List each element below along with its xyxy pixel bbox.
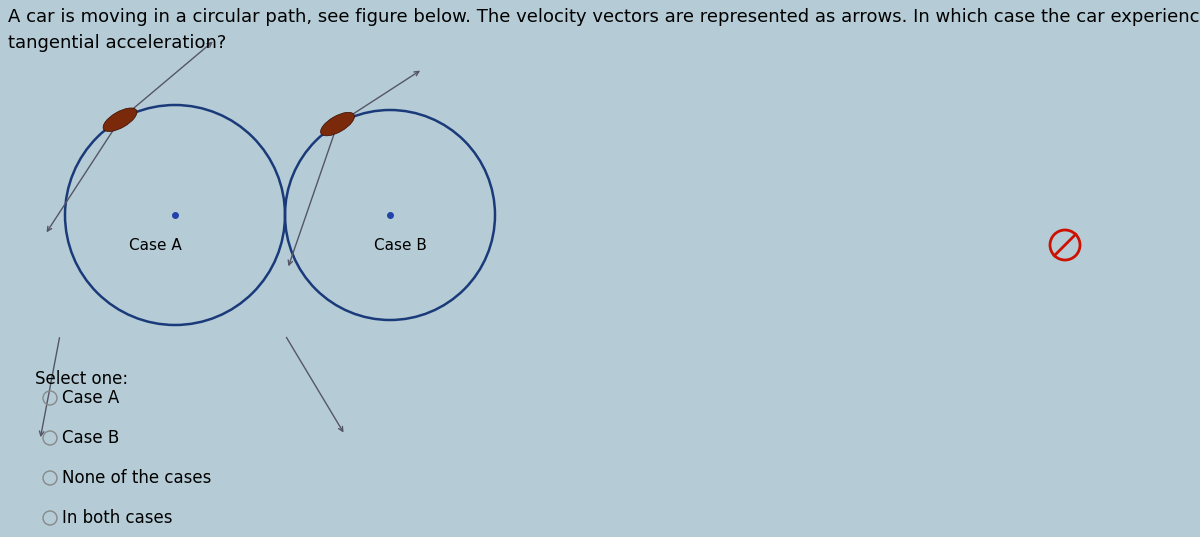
Text: Case A: Case A — [128, 237, 181, 252]
Text: A car is moving in a circular path, see figure below. The velocity vectors are r: A car is moving in a circular path, see … — [8, 8, 1200, 53]
Text: In both cases: In both cases — [62, 509, 173, 527]
Text: Case B: Case B — [373, 237, 426, 252]
Ellipse shape — [320, 112, 354, 136]
Ellipse shape — [103, 108, 137, 132]
Text: None of the cases: None of the cases — [62, 469, 211, 487]
Text: Case B: Case B — [62, 429, 119, 447]
Text: Case A: Case A — [62, 389, 119, 407]
Text: Select one:: Select one: — [35, 370, 128, 388]
